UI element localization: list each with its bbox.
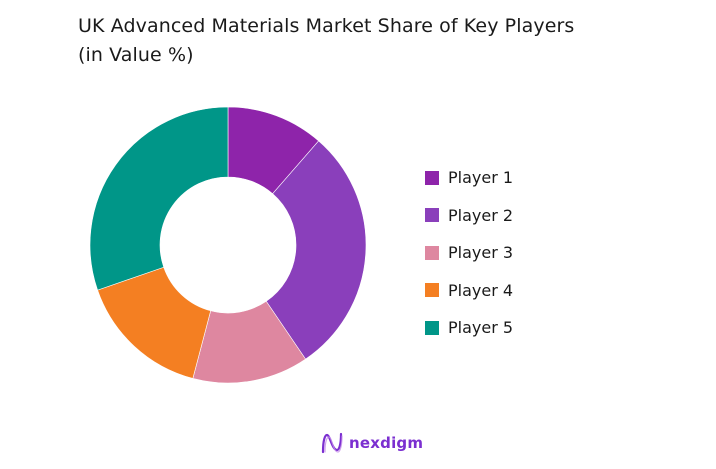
legend-item-player-1: Player 1 (425, 159, 513, 197)
chart-title-line1: UK Advanced Materials Market Share of Ke… (78, 15, 575, 37)
legend-item-player-3: Player 3 (425, 234, 513, 272)
legend-swatch-icon (425, 283, 439, 298)
legend-label: Player 4 (448, 280, 514, 300)
legend-item-player-2: Player 2 (425, 197, 513, 235)
legend-label: Player 1 (448, 168, 514, 188)
legend-item-player-5: Player 5 (425, 309, 513, 347)
donut-slice-player-5 (89, 106, 229, 291)
nexdigm-logo: nexdigm (320, 432, 423, 454)
legend-swatch-icon (425, 208, 439, 223)
legend-label: Player 5 (448, 318, 514, 338)
nexdigm-wave-icon (321, 432, 343, 454)
legend-swatch-icon (425, 320, 439, 335)
legend-item-player-4: Player 4 (425, 272, 513, 310)
chart-legend: Player 1 Player 2 Player 3 Player 4 Play… (425, 159, 513, 347)
logo-text: nexdigm (349, 434, 424, 452)
chart-title: UK Advanced Materials Market Share of Ke… (78, 12, 574, 70)
legend-swatch-icon (425, 245, 439, 260)
chart-title-line2: (in Value %) (78, 44, 194, 66)
legend-label: Player 3 (448, 243, 514, 263)
legend-swatch-icon (425, 170, 439, 185)
legend-label: Player 2 (448, 205, 514, 225)
donut-slice-player-2 (265, 140, 367, 360)
